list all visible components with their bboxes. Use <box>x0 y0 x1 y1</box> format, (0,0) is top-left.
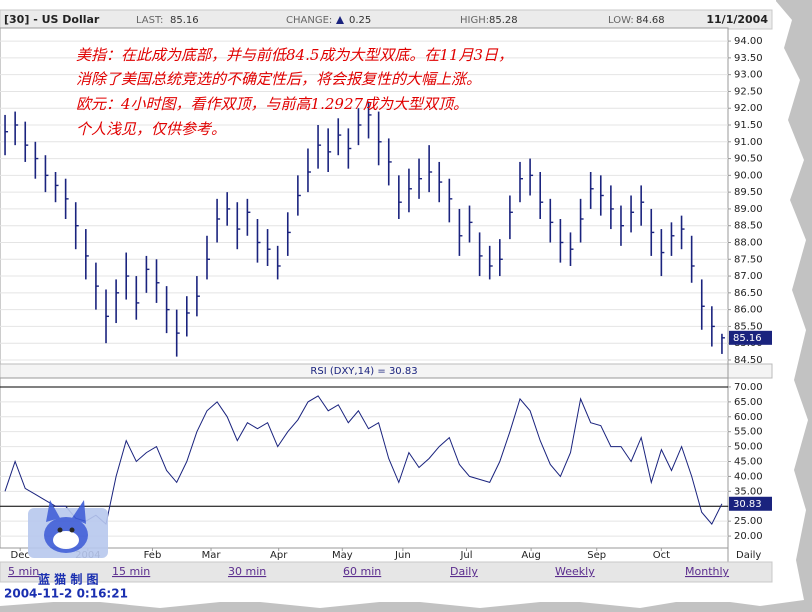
y-tick-label: 25.00 <box>734 516 763 527</box>
y-tick-label: 86.00 <box>734 305 763 316</box>
y-tick-label: 92.50 <box>734 86 763 97</box>
y-tick-label: 86.50 <box>734 288 763 299</box>
interval-link[interactable]: 30 min <box>228 565 266 578</box>
interval-link[interactable]: Weekly <box>555 565 595 578</box>
x-tick-label: Sep <box>587 550 606 561</box>
x-tick-label: Feb <box>144 550 162 561</box>
interval-link[interactable]: 60 min <box>343 565 381 578</box>
last-label: LAST: <box>136 15 163 26</box>
last-value: 85.16 <box>170 15 199 26</box>
x-tick-label: Apr <box>270 550 288 561</box>
y-tick-label: 94.00 <box>734 36 763 47</box>
y-tick-label: 20.00 <box>734 531 763 542</box>
y-tick-label: 93.00 <box>734 70 763 81</box>
last-value-box <box>729 330 772 345</box>
watermark: 蓝 猫 制 图 <box>38 572 99 587</box>
high-label: HIGH: <box>460 15 489 26</box>
interval-link[interactable]: 15 min <box>112 565 150 578</box>
annotation-line: 欧元：4小时图，看作双顶，与前高1.2927成为大型双顶。 <box>76 95 468 113</box>
timestamp: 2004-11-2 0:16:21 <box>4 587 128 601</box>
x-tick-label: Jun <box>394 550 411 561</box>
y-tick-label: 60.00 <box>734 412 763 423</box>
y-tick-label: 85.50 <box>734 321 763 332</box>
y-tick-label: 88.50 <box>734 221 763 232</box>
y-tick-label: 50.00 <box>734 442 763 453</box>
y-tick-label: 89.00 <box>734 204 763 215</box>
up-arrow <box>336 16 344 24</box>
mascot <box>28 500 108 558</box>
y-tick-label: 84.50 <box>734 355 763 366</box>
rsi-panel <box>0 377 729 549</box>
last-value-box <box>729 496 772 511</box>
change-value: 0.25 <box>349 15 371 26</box>
annotation-line: 消除了美国总统竞选的不确定性后，将会报复性的大幅上涨。 <box>76 70 481 88</box>
y-tick-label: 91.50 <box>734 120 763 131</box>
rsi-line <box>4 395 723 526</box>
y-tick-label: 70.00 <box>734 382 763 393</box>
x-tick-label: Aug <box>521 550 541 561</box>
annotation-line: 个人浅见，仅供参考。 <box>76 120 226 138</box>
y-tick-label: 87.00 <box>734 271 763 282</box>
last-value-label: 30.83 <box>733 499 762 510</box>
y-tick-label: 93.50 <box>734 53 763 64</box>
low-value: 84.68 <box>636 15 665 26</box>
date: 11/1/2004 <box>706 13 768 26</box>
y-tick-label: 55.00 <box>734 427 763 438</box>
high-value: 85.28 <box>489 15 518 26</box>
last-value-label: 85.16 <box>733 333 762 344</box>
x-tick-label: Jul <box>459 550 472 561</box>
price-panel <box>0 27 729 365</box>
change-label: CHANGE: <box>286 15 332 26</box>
annotation-line: 美指：在此成为底部，并与前低84.5成为大型双底。在11月3日， <box>76 46 513 64</box>
y-tick-label: 65.00 <box>734 397 763 408</box>
x-tick-label: Mar <box>202 550 222 561</box>
links-bar <box>0 561 773 583</box>
interval-link[interactable]: 5 min <box>8 565 39 578</box>
interval-link[interactable]: Daily <box>450 565 478 578</box>
y-tick-label: 90.00 <box>734 170 763 181</box>
low-label: LOW: <box>608 15 634 26</box>
y-tick-label: 87.50 <box>734 254 763 265</box>
y-tick-label: 88.00 <box>734 237 763 248</box>
symbol: [30] - US Dollar <box>4 13 100 26</box>
rsi-title: RSI (DXY,14) = 30.83 <box>310 366 417 377</box>
x-tick-label: Dec <box>11 550 30 561</box>
y-tick-label: 92.00 <box>734 103 763 114</box>
y-tick-label: 90.50 <box>734 154 763 165</box>
x-tick-label: May <box>332 550 353 561</box>
y-tick-label: 40.00 <box>734 471 763 482</box>
interval-link[interactable]: Monthly <box>685 565 730 578</box>
y-tick-label: 91.00 <box>734 137 763 148</box>
period-label: Daily <box>736 550 761 561</box>
y-tick-label: 35.00 <box>734 486 763 497</box>
y-tick-label: 45.00 <box>734 457 763 468</box>
x-tick-label: Oct <box>653 550 670 561</box>
y-tick-label: 89.50 <box>734 187 763 198</box>
